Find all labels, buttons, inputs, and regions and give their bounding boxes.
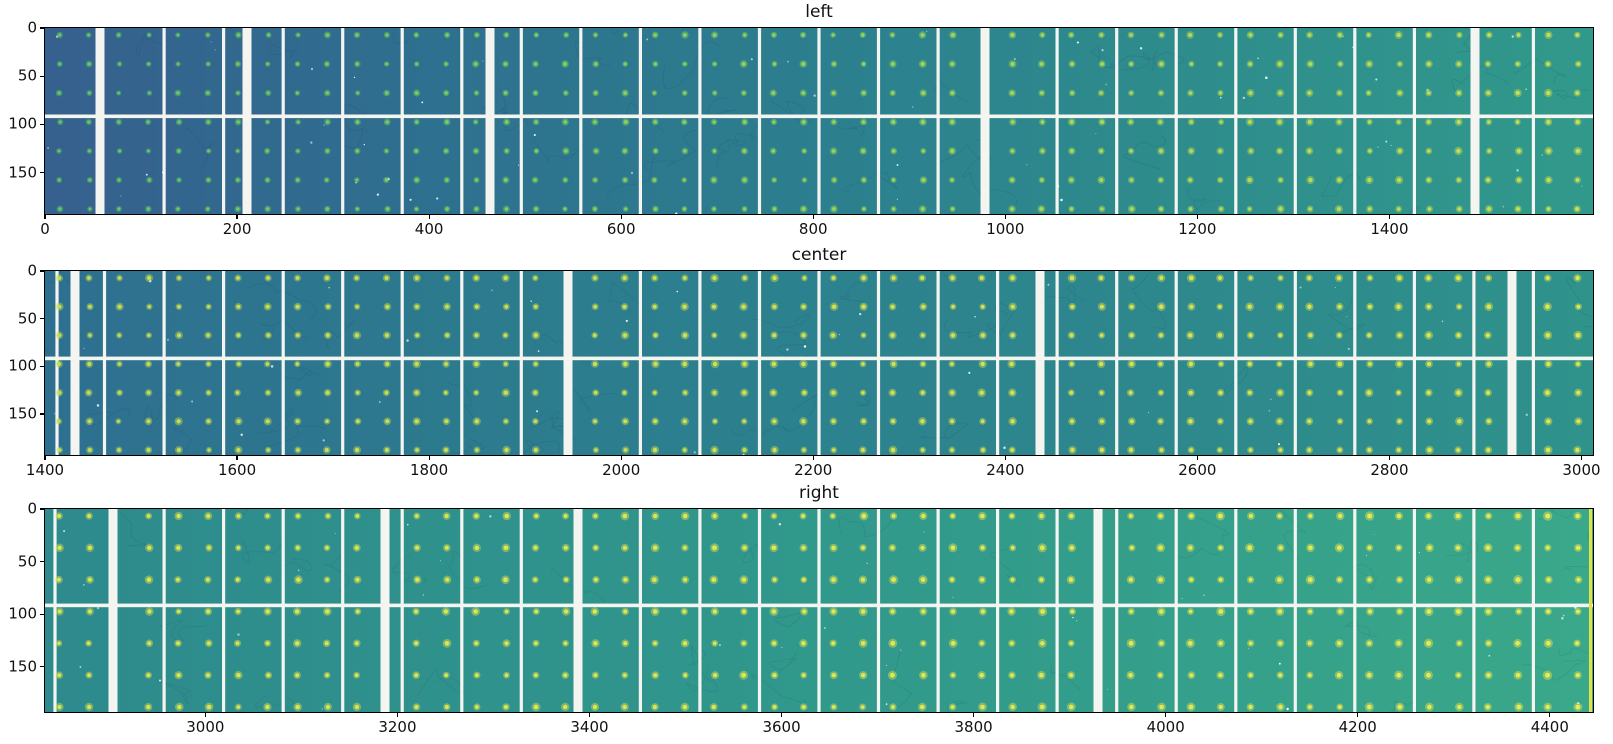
x-tick-mark [428, 215, 430, 219]
x-tick-mark [1004, 215, 1006, 219]
x-tick-label: 1600 [217, 461, 257, 479]
x-tick-label: 2200 [794, 461, 833, 479]
x-tick-label: 4000 [1146, 718, 1185, 736]
plot-axes [44, 270, 1594, 456]
x-tick-mark [588, 713, 591, 717]
x-tick-label: 3000 [1562, 461, 1601, 479]
x-tick-label: 1400 [25, 461, 65, 479]
x-tick-mark [1388, 215, 1390, 219]
x-tick-mark [1196, 215, 1198, 219]
plot-image [45, 28, 1593, 214]
x-tick-label: 3000 [186, 718, 225, 736]
x-tick-mark [1357, 713, 1359, 717]
x-tick-label: 2600 [1178, 461, 1217, 479]
x-tick-label: 3800 [954, 718, 993, 736]
x-tick-label: 800 [798, 220, 828, 238]
y-tick-label: 50 [17, 309, 37, 328]
x-tick-mark [44, 456, 46, 460]
y-tick-label: 100 [8, 114, 37, 133]
x-tick-label: 1200 [1178, 220, 1217, 238]
x-tick-label: 3600 [762, 718, 801, 736]
y-tick-mark [40, 365, 44, 367]
x-tick-label: 200 [222, 220, 252, 238]
x-tick-mark [1165, 713, 1167, 717]
y-tick-mark [40, 270, 44, 272]
x-tick-mark [1580, 456, 1583, 460]
x-tick-mark [780, 713, 783, 717]
x-tick-label: 3400 [570, 718, 609, 736]
x-tick-mark [396, 713, 399, 717]
x-tick-mark [44, 215, 46, 219]
y-tick-mark [40, 123, 44, 125]
x-tick-label: 1400 [1370, 220, 1409, 238]
x-tick-mark [236, 456, 238, 460]
x-tick-mark [620, 456, 622, 460]
x-tick-label: 2400 [986, 461, 1025, 479]
y-tick-label: 0 [27, 261, 37, 280]
x-tick-label: 2000 [602, 461, 641, 479]
y-tick-mark [40, 560, 44, 563]
x-tick-mark [1004, 456, 1006, 460]
plot-image [45, 271, 1593, 455]
x-tick-mark [1196, 456, 1198, 460]
y-tick-mark [40, 171, 44, 174]
x-tick-mark [812, 456, 814, 460]
x-tick-mark [973, 713, 975, 717]
y-tick-mark [40, 666, 44, 668]
x-tick-mark [1549, 713, 1551, 717]
x-tick-label: 4200 [1338, 718, 1377, 736]
y-tick-label: 100 [8, 356, 37, 375]
x-tick-mark [428, 456, 430, 460]
x-tick-mark [812, 215, 814, 219]
y-tick-label: 150 [8, 404, 37, 423]
y-tick-label: 0 [27, 499, 37, 518]
x-tick-label: 400 [414, 220, 444, 238]
subplot-title: right [799, 483, 839, 503]
x-tick-mark [1388, 456, 1390, 460]
y-tick-label: 100 [8, 604, 37, 623]
y-tick-label: 50 [17, 66, 37, 85]
x-tick-label: 0 [40, 220, 50, 238]
x-tick-mark [204, 713, 206, 717]
x-tick-label: 1000 [986, 220, 1025, 238]
y-tick-mark [40, 27, 44, 29]
x-tick-label: 3200 [378, 718, 417, 736]
x-tick-label: 1800 [410, 461, 449, 479]
y-tick-mark [40, 613, 44, 615]
y-tick-label: 150 [8, 163, 37, 182]
y-tick-mark [40, 75, 44, 77]
y-tick-label: 0 [27, 18, 37, 37]
subplot-title: left [805, 2, 833, 22]
subplot-title: center [791, 245, 847, 265]
y-tick-mark [40, 318, 44, 320]
x-tick-label: 2800 [1370, 461, 1409, 479]
x-tick-label: 600 [606, 220, 636, 238]
y-tick-mark [40, 508, 44, 510]
y-tick-mark [40, 413, 44, 415]
x-tick-label: 4400 [1530, 718, 1569, 736]
plot-axes [44, 508, 1594, 713]
y-tick-label: 50 [17, 552, 37, 571]
y-tick-label: 150 [8, 657, 37, 676]
x-tick-mark [236, 215, 238, 219]
plot-image [45, 509, 1593, 712]
plot-axes [44, 27, 1594, 215]
x-tick-mark [620, 215, 622, 219]
